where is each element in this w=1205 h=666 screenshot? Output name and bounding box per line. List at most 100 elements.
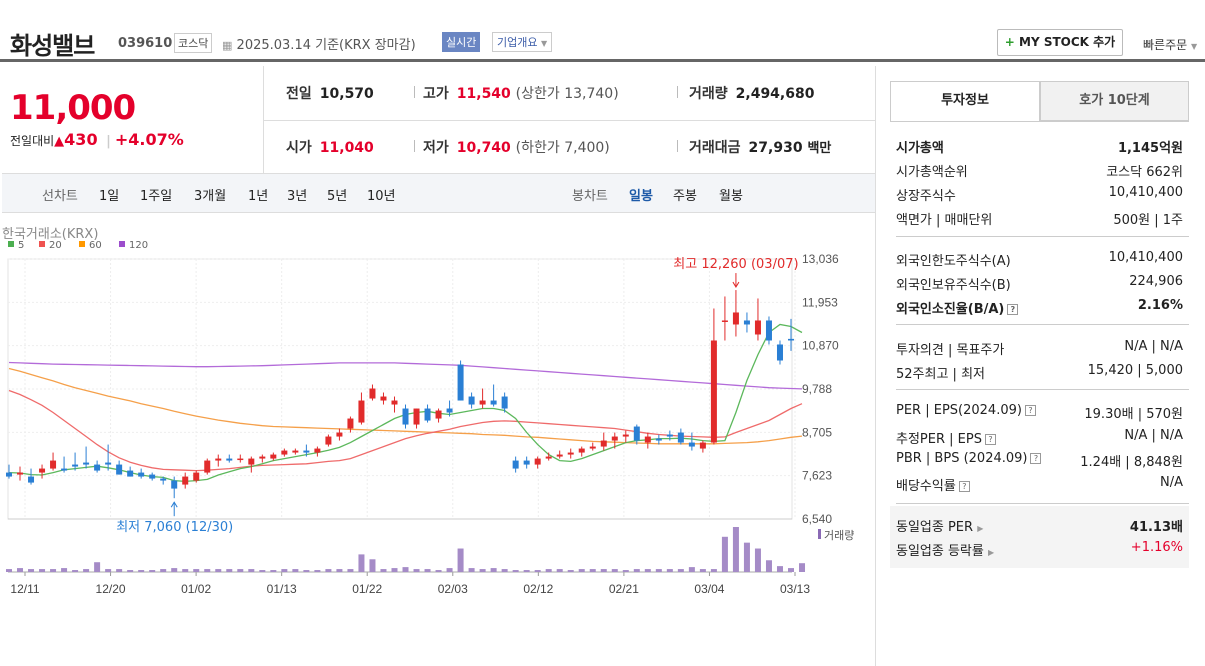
- volume-bar: [259, 570, 266, 572]
- x-tick-label: 12/11: [10, 582, 39, 596]
- volume-legend-label: 거래량: [824, 529, 854, 542]
- volume-bar: [325, 569, 332, 572]
- volume-bar: [600, 569, 607, 572]
- prev-value: 10,570: [319, 86, 374, 102]
- volume-bar: [655, 569, 662, 572]
- y-tick-label: 13,036: [802, 252, 839, 266]
- candle-body: [369, 388, 376, 399]
- candle-body: [303, 450, 310, 453]
- volume-bar: [94, 562, 101, 572]
- divider: [414, 140, 415, 152]
- volume-bar: [589, 569, 596, 572]
- tab-monthly[interactable]: 월봉: [719, 189, 743, 204]
- volume-bar: [490, 568, 497, 572]
- tab-weekly[interactable]: 주봉: [673, 189, 697, 204]
- divider: [896, 236, 1189, 237]
- row-value: 41.13배: [1129, 520, 1183, 535]
- tab-5year[interactable]: 5년: [327, 189, 348, 204]
- quick-order-label: 빠른주문: [1143, 38, 1188, 52]
- row-key: PBR | BPS (2024.09)?: [896, 451, 1042, 466]
- volume-bar: [358, 554, 365, 572]
- chevron-right-icon: ▶: [988, 548, 995, 557]
- up-triangle-icon: ▲: [54, 134, 65, 149]
- divider: [677, 86, 678, 98]
- tab-1day[interactable]: 1일: [99, 189, 120, 204]
- candle-body: [259, 456, 266, 459]
- help-icon[interactable]: ?: [1007, 304, 1019, 315]
- volume-bar: [270, 570, 277, 572]
- ma120-line: [8, 361, 803, 390]
- tab-1week[interactable]: 1주일: [140, 189, 173, 204]
- my-stock-add-button[interactable]: + MY STOCK 추가: [997, 29, 1123, 56]
- volume-bar: [666, 569, 673, 572]
- candle-body: [17, 472, 24, 475]
- help-icon[interactable]: ?: [958, 481, 970, 492]
- candle-body: [699, 442, 706, 449]
- candle-body: [556, 454, 563, 457]
- tab-invest-info[interactable]: 투자정보: [890, 81, 1040, 121]
- tab-10year[interactable]: 10년: [367, 189, 396, 204]
- candle-body: [765, 320, 772, 341]
- candle-body: [446, 408, 453, 413]
- legend-label: 120: [129, 240, 148, 251]
- row-value: N/A | N/A: [1124, 428, 1183, 443]
- legend-swatch: [79, 241, 85, 247]
- corp-info-dropdown[interactable]: 기업개요 ▼: [492, 32, 553, 52]
- row-key-text: 추정PER | EPS: [896, 432, 982, 447]
- volume-bar: [347, 569, 354, 572]
- row-key: 시가총액순위: [896, 165, 968, 180]
- chevron-down-icon: ▼: [1191, 42, 1198, 51]
- row-value: 500원 | 1주: [1113, 213, 1183, 228]
- tab-3year[interactable]: 3년: [287, 189, 308, 204]
- plus-icon: +: [1004, 35, 1015, 49]
- candle-body: [677, 432, 684, 443]
- help-icon[interactable]: ?: [1024, 405, 1036, 416]
- open-value: 11,040: [319, 140, 374, 156]
- upper-limit: (상한가 13,740): [515, 86, 619, 102]
- x-tick-label: 01/02: [181, 582, 211, 596]
- volume-bar: [303, 570, 310, 572]
- divider: [414, 86, 415, 98]
- candle-body: [105, 462, 112, 465]
- row-key: 외국인한도주식수(A): [896, 254, 1011, 269]
- candle-body: [633, 426, 640, 441]
- trade-amount: 거래대금 27,930 백만: [689, 137, 831, 157]
- change-percent: +4.07%: [114, 130, 184, 149]
- legend-label: 60: [89, 240, 102, 251]
- candle-body: [545, 456, 552, 459]
- y-tick-label: 9,788: [802, 382, 832, 396]
- tab-daily[interactable]: 일봉: [629, 189, 653, 204]
- tab-orderbook[interactable]: 호가 10단계: [1040, 81, 1189, 121]
- help-icon[interactable]: ?: [1030, 453, 1042, 464]
- candle-body: [754, 320, 761, 335]
- volume-bar: [193, 569, 200, 572]
- volume-bar: [688, 567, 695, 572]
- volume-bar: [50, 569, 57, 572]
- prev-label: 전일: [286, 86, 312, 102]
- candle-body: [501, 396, 508, 409]
- stock-header: 화성밸브 039610 코스닥 ▦ 2025.03.14 기준(KRX 장마감)…: [0, 0, 1205, 62]
- x-tick-label: 01/13: [267, 582, 297, 596]
- help-icon[interactable]: ?: [984, 434, 996, 445]
- calendar-icon: ▦: [222, 39, 233, 52]
- candle-body: [600, 440, 607, 447]
- volume-bar: [391, 568, 398, 572]
- volume-bar: [28, 569, 35, 572]
- volume-bar: [754, 548, 761, 572]
- candle-body: [138, 472, 145, 477]
- candle-body: [50, 460, 57, 469]
- volume-bar: [799, 563, 806, 572]
- volume-bar: [61, 568, 68, 572]
- row-key: 배당수익률?: [896, 475, 970, 494]
- quick-order-button[interactable]: 빠른주문 ▼: [1143, 36, 1197, 53]
- low-label: 저가: [423, 140, 449, 156]
- volume-bar: [479, 569, 486, 572]
- realtime-badge[interactable]: 실시간: [442, 32, 481, 52]
- candle-body: [534, 458, 541, 465]
- stock-chart[interactable]: 13,036 11,953 10,870 9,788 8,705 7,623 6,540 12…: [0, 213, 875, 608]
- candle-body: [292, 450, 299, 453]
- candle-body: [435, 410, 442, 419]
- tab-1year[interactable]: 1년: [248, 189, 269, 204]
- candle-body: [39, 468, 46, 473]
- tab-3month[interactable]: 3개월: [194, 189, 227, 204]
